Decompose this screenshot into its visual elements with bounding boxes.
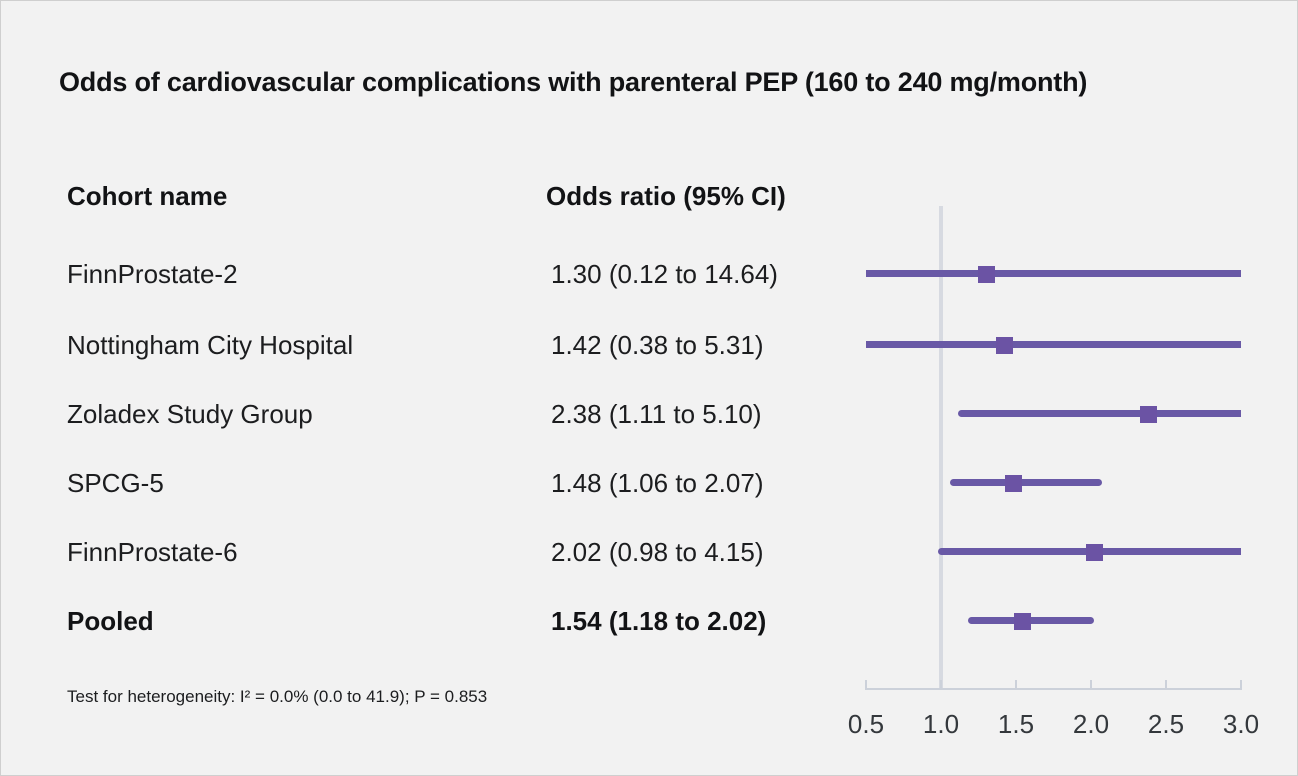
x-axis-tick-label: 1.5 <box>997 709 1035 739</box>
confidence-interval-line <box>957 410 1241 417</box>
x-axis-line <box>865 688 1242 690</box>
confidence-interval-line <box>866 341 1241 348</box>
x-axis-tick <box>1015 680 1017 688</box>
cohort-name-label-pooled: Pooled <box>67 606 154 636</box>
x-axis-tick-label: 3.0 <box>1222 709 1260 739</box>
odds-ratio-marker <box>1086 544 1103 561</box>
x-axis-tick <box>1165 680 1167 688</box>
odds-ratio-marker <box>996 337 1013 354</box>
odds-ratio-value-pooled: 1.54 (1.18 to 2.02) <box>551 606 767 636</box>
x-axis-tick <box>1240 680 1242 688</box>
x-axis-tick-label: 1.0 <box>922 709 960 739</box>
chart-title: Odds of cardiovascular complications wit… <box>59 67 1088 97</box>
x-axis-tick <box>940 680 942 688</box>
cohort-name-label: FinnProstate-6 <box>67 537 238 567</box>
column-header-odds-ratio: Odds ratio (95% CI) <box>546 181 786 211</box>
odds-ratio-value: 1.48 (1.06 to 2.07) <box>551 468 764 498</box>
odds-ratio-value: 2.38 (1.11 to 5.10) <box>551 399 762 429</box>
x-axis-tick-label: 0.5 <box>847 709 885 739</box>
confidence-interval-line <box>866 270 1241 277</box>
odds-ratio-value: 1.42 (0.38 to 5.31) <box>551 330 764 360</box>
x-axis-tick-label: 2.5 <box>1147 709 1185 739</box>
odds-ratio-value: 1.30 (0.12 to 14.64) <box>551 259 778 289</box>
x-axis-tick <box>865 680 867 688</box>
cohort-name-label: Zoladex Study Group <box>67 399 313 429</box>
odds-ratio-value: 2.02 (0.98 to 4.15) <box>551 537 764 567</box>
reference-line <box>939 206 943 688</box>
odds-ratio-marker <box>1140 406 1157 423</box>
confidence-interval-line <box>968 617 1094 624</box>
cohort-name-label: FinnProstate-2 <box>67 259 238 289</box>
x-axis-tick-label: 2.0 <box>1072 709 1110 739</box>
cohort-name-label: SPCG-5 <box>67 468 164 498</box>
confidence-interval-line <box>950 479 1102 486</box>
heterogeneity-footnote: Test for heterogeneity: I² = 0.0% (0.0 t… <box>67 687 488 706</box>
odds-ratio-marker <box>1014 613 1031 630</box>
odds-ratio-marker <box>1005 475 1022 492</box>
x-axis-tick <box>1090 680 1092 688</box>
cohort-name-label: Nottingham City Hospital <box>67 330 354 360</box>
odds-ratio-marker <box>978 266 995 283</box>
column-header-cohort-name: Cohort name <box>67 181 228 211</box>
